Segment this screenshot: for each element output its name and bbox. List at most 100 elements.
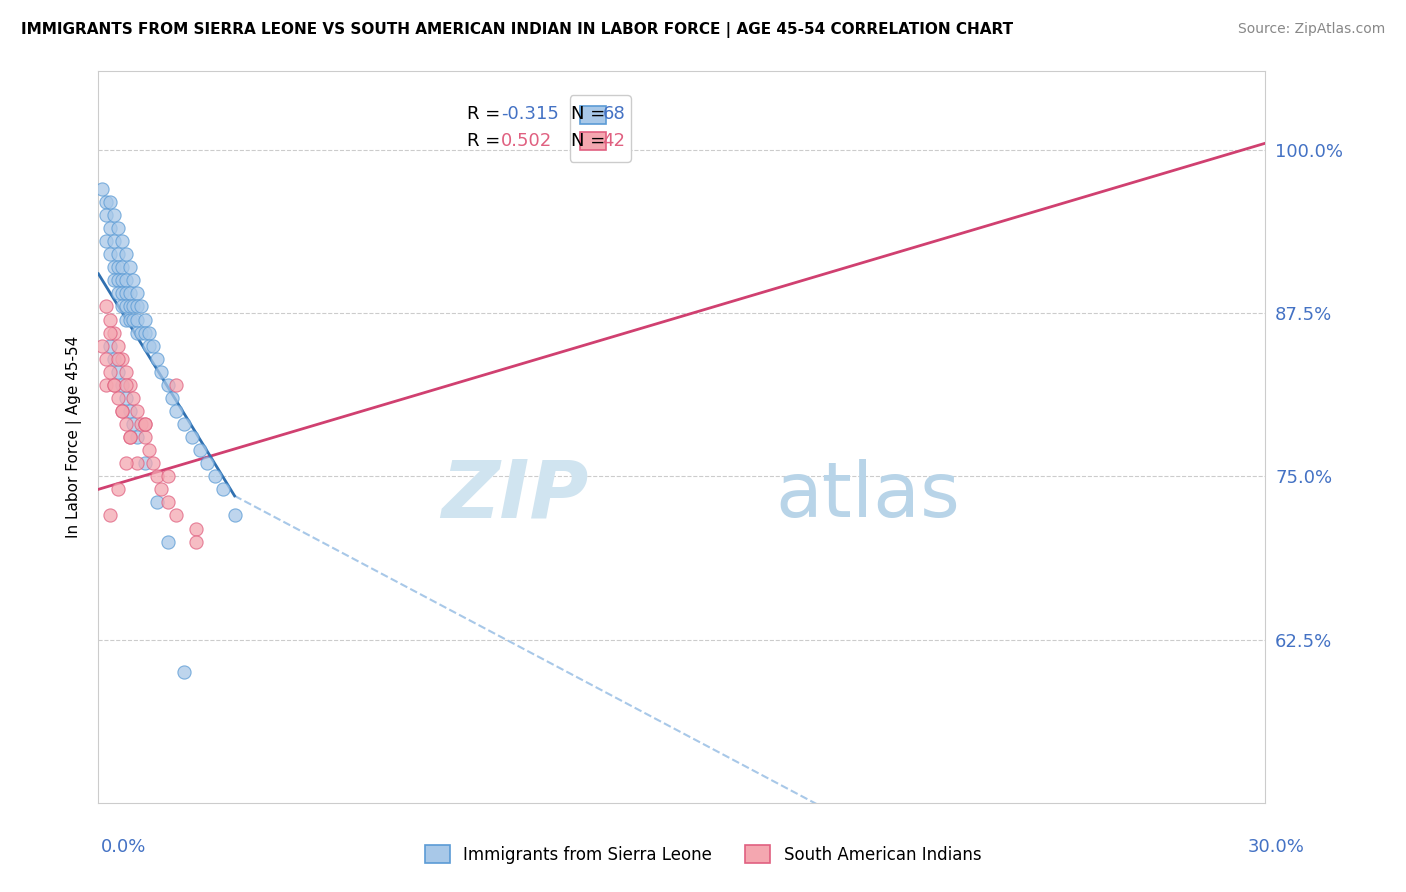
Point: [96, 194, 118, 209]
Text: -0.315: -0.315: [501, 104, 560, 123]
Point: [98, 194, 121, 209]
Point: [127, 430, 149, 444]
Point: [96, 208, 118, 222]
Point: [111, 260, 134, 275]
Point: [149, 365, 172, 379]
Text: 0.0%: 0.0%: [101, 838, 146, 856]
Text: Source: ZipAtlas.com: Source: ZipAtlas.com: [1237, 22, 1385, 37]
Point: [98, 312, 121, 326]
Point: [114, 391, 136, 405]
Point: [107, 247, 129, 261]
Point: [107, 286, 129, 301]
Point: [204, 469, 226, 483]
Legend: Immigrants from Sierra Leone, South American Indians: Immigrants from Sierra Leone, South Amer…: [418, 838, 988, 871]
Point: [98, 365, 121, 379]
Point: [98, 326, 121, 340]
Point: [195, 456, 218, 470]
Text: 42: 42: [603, 132, 626, 150]
Point: [111, 351, 134, 366]
Point: [111, 234, 134, 248]
Point: [103, 326, 125, 340]
Text: R =: R =: [467, 104, 506, 123]
Point: [127, 404, 149, 418]
Point: [114, 417, 136, 431]
Point: [142, 456, 165, 470]
Point: [127, 286, 149, 301]
Point: [118, 300, 141, 314]
Text: N =: N =: [571, 104, 612, 123]
Point: [122, 273, 145, 287]
Point: [180, 430, 202, 444]
Point: [103, 377, 125, 392]
Point: [98, 221, 121, 235]
Point: [111, 404, 134, 418]
Point: [111, 404, 134, 418]
Point: [118, 286, 141, 301]
Point: [188, 443, 211, 458]
Point: [212, 483, 235, 497]
Point: [118, 404, 141, 418]
Point: [118, 430, 141, 444]
Point: [91, 339, 114, 353]
Text: R =: R =: [467, 132, 506, 150]
Y-axis label: In Labor Force | Age 45-54: In Labor Force | Age 45-54: [66, 336, 82, 538]
Point: [114, 456, 136, 470]
Point: [107, 483, 129, 497]
Point: [129, 417, 152, 431]
Point: [138, 326, 160, 340]
Point: [114, 247, 136, 261]
Point: [129, 326, 152, 340]
Point: [118, 377, 141, 392]
Point: [173, 417, 195, 431]
Point: [224, 508, 246, 523]
Point: [114, 273, 136, 287]
Point: [134, 326, 156, 340]
Point: [107, 339, 129, 353]
Point: [91, 182, 114, 196]
Point: [107, 351, 129, 366]
Point: [127, 456, 149, 470]
Point: [114, 365, 136, 379]
Point: [98, 247, 121, 261]
Point: [107, 221, 129, 235]
Point: [122, 300, 145, 314]
Point: [103, 351, 125, 366]
Point: [96, 300, 118, 314]
Point: [127, 312, 149, 326]
Point: [149, 483, 172, 497]
Point: [146, 351, 169, 366]
Point: [138, 443, 160, 458]
Point: [122, 312, 145, 326]
Point: [103, 260, 125, 275]
Point: [114, 377, 136, 392]
Point: [146, 469, 169, 483]
Point: [134, 456, 156, 470]
Text: N =: N =: [571, 132, 612, 150]
Point: [184, 522, 207, 536]
Point: [165, 404, 187, 418]
Point: [103, 377, 125, 392]
Point: [103, 208, 125, 222]
Point: [138, 339, 160, 353]
Point: [96, 234, 118, 248]
Point: [96, 377, 118, 392]
Point: [118, 430, 141, 444]
Point: [118, 312, 141, 326]
Point: [98, 508, 121, 523]
Point: [107, 391, 129, 405]
Point: [114, 286, 136, 301]
Point: [114, 312, 136, 326]
Point: [111, 377, 134, 392]
Point: [98, 339, 121, 353]
Point: [142, 339, 165, 353]
Point: [111, 273, 134, 287]
Point: [127, 326, 149, 340]
Point: [122, 391, 145, 405]
Text: 0.502: 0.502: [501, 132, 553, 150]
Point: [157, 534, 180, 549]
Text: atlas: atlas: [775, 458, 960, 533]
Point: [157, 469, 180, 483]
Point: [118, 260, 141, 275]
Point: [103, 273, 125, 287]
Point: [107, 260, 129, 275]
